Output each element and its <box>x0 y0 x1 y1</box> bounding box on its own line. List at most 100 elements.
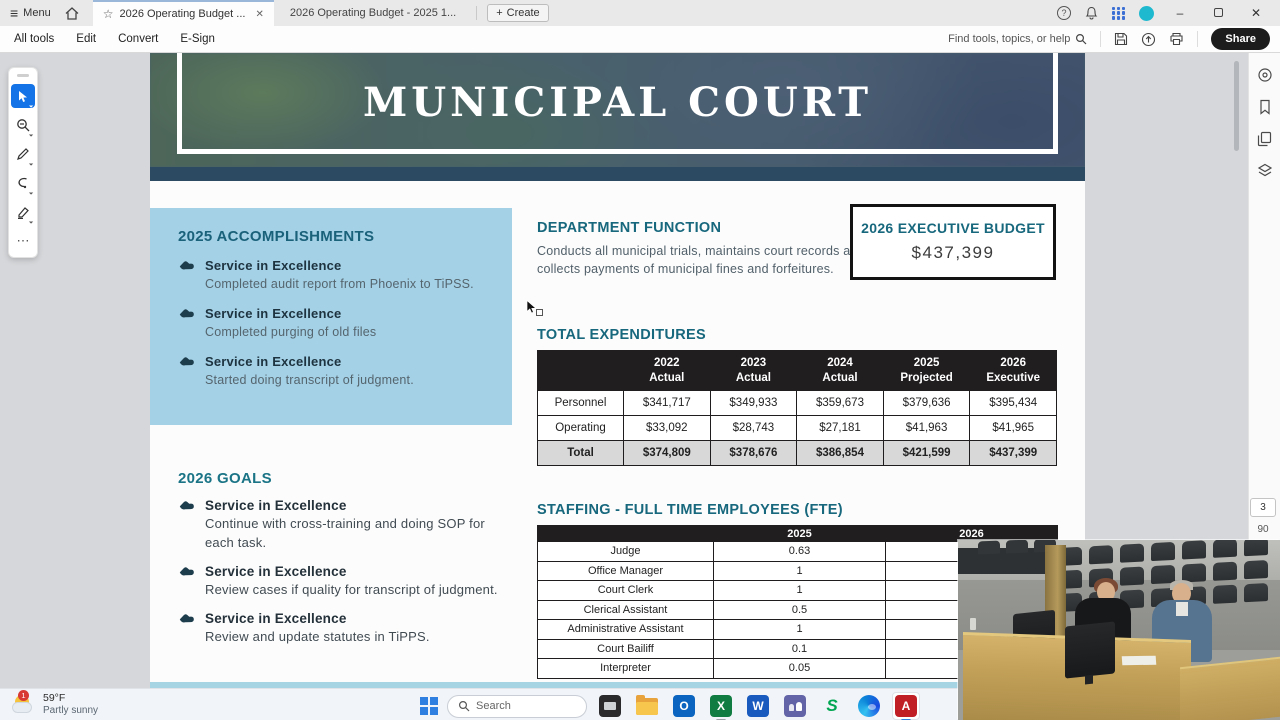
staffing-table: 2025 2026 Judge 0.63 Office Manager 1 Cour… <box>537 525 1058 679</box>
lasso-icon <box>18 177 27 189</box>
department-function-section: DEPARTMENT FUNCTION Conducts all municip… <box>537 220 867 278</box>
page-banner: MUNICIPAL COURT <box>150 53 1085 167</box>
tab-label: 2026 Operating Budget ... <box>119 8 246 20</box>
banner-photo <box>150 53 1085 167</box>
menu-button[interactable]: ≡ Menu <box>10 6 51 20</box>
more-tools-button[interactable]: ⋯ <box>16 233 30 248</box>
app-teams-icon[interactable] <box>781 692 809 720</box>
handshake-icon <box>178 258 196 293</box>
app-outlook-icon[interactable]: O <box>670 692 698 720</box>
video-person-left <box>1075 578 1131 646</box>
banner-frame <box>177 53 1058 154</box>
highlighter-tool-button[interactable] <box>11 200 35 224</box>
tab-close-icon[interactable]: ✕ <box>255 8 264 20</box>
toolbar-item-all-tools[interactable]: All tools <box>14 33 55 45</box>
app-file-explorer-icon[interactable] <box>633 692 661 720</box>
start-button[interactable] <box>420 697 438 715</box>
meeting-video-overlay[interactable] <box>958 540 1280 720</box>
video-side-desk <box>1180 656 1280 720</box>
title-bar: ≡ Menu ☆ 2026 Operating Budget ... ✕ 202… <box>0 0 1280 26</box>
comment-tool-button[interactable] <box>11 171 35 195</box>
bookmarks-panel-icon[interactable] <box>1258 99 1272 115</box>
executive-budget-box: 2026 EXECUTIVE BUDGET $437,399 <box>850 204 1056 280</box>
maximize-icon <box>1213 8 1223 17</box>
executive-budget-amount: $437,399 <box>911 243 995 262</box>
print-icon[interactable] <box>1169 32 1184 46</box>
banner-navy-bar <box>150 167 1085 181</box>
handshake-icon <box>178 354 196 389</box>
list-item: Service in Excellence Completed purging … <box>178 306 488 341</box>
create-button[interactable]: + Create <box>487 4 549 22</box>
next-section-strip <box>150 682 1085 688</box>
table-header-row: 2022 Actual 2023 Actual 2024 Actual 2025 Pro… <box>537 350 1057 391</box>
star-icon[interactable]: ☆ <box>102 7 114 21</box>
current-page-input[interactable]: 3 <box>1250 498 1276 517</box>
comments-panel-icon[interactable] <box>1257 67 1273 83</box>
upload-cloud-icon[interactable] <box>1141 32 1156 47</box>
table-total-row: Total $374,809 $378,676 $386,854 $421,59… <box>537 440 1057 466</box>
goals-title: 2026 GOALS <box>178 470 272 487</box>
search-placeholder: Search <box>476 700 511 712</box>
app-photos-icon[interactable] <box>596 692 624 720</box>
save-icon[interactable] <box>1114 32 1128 46</box>
toolbar: All tools Edit Convert E-Sign Find tools… <box>0 26 1280 53</box>
expenditures-table: 2022 Actual 2023 Actual 2024 Actual 2025 Pro… <box>537 350 1057 466</box>
tab-label: 2026 Operating Budget - 2025 1... <box>289 7 457 19</box>
edit-pen-tool-button[interactable] <box>11 142 35 166</box>
minimize-button[interactable]: – <box>1176 6 1184 20</box>
plus-icon: + <box>496 7 503 19</box>
maximize-button[interactable] <box>1206 6 1230 20</box>
weather-temp: 59°F <box>43 692 66 704</box>
magnifier-icon <box>17 119 30 132</box>
notifications-bell-icon[interactable] <box>1085 6 1098 20</box>
selection-square <box>536 309 543 316</box>
pages-panel-icon[interactable] <box>1257 131 1272 147</box>
page-title: MUNICIPAL COURT <box>362 79 873 126</box>
notification-badge: 1 <box>18 689 29 701</box>
staffing-section: STAFFING - FULL TIME EMPLOYEES (FTE) 202… <box>537 502 1058 679</box>
staffing-title: STAFFING - FULL TIME EMPLOYEES (FTE) <box>537 502 843 518</box>
toolbar-item-esign[interactable]: E-Sign <box>180 33 215 45</box>
search-icon <box>1076 33 1087 45</box>
tab-other-document[interactable]: 2026 Operating Budget - 2025 1... <box>280 0 466 26</box>
table-row: Judge 0.63 <box>537 541 1058 562</box>
video-light-switch <box>970 618 976 630</box>
toolbar-item-convert[interactable]: Convert <box>118 33 159 45</box>
app-acrobat-icon[interactable]: A <box>892 692 920 720</box>
handshake-icon <box>178 564 196 600</box>
table-row: Personnel $341,717 $349,933 $359,673 $37… <box>537 390 1057 416</box>
accomplishments-panel: 2025 ACCOMPLISHMENTS Service in Excellen… <box>150 208 512 425</box>
layers-panel-icon[interactable] <box>1257 163 1273 178</box>
zoom-tool-button[interactable] <box>11 113 35 137</box>
app-excel-icon[interactable]: X <box>707 692 735 720</box>
app-word-icon[interactable]: W <box>744 692 772 720</box>
weather-condition: Partly sunny <box>43 705 99 717</box>
menu-label: Menu <box>23 7 51 19</box>
weather-widget[interactable]: 1 59°F Partly sunny <box>12 689 99 718</box>
panel-drag-handle[interactable] <box>17 74 29 77</box>
pdf-page: MUNICIPAL COURT 2025 ACCOMPLISHMENTS Ser… <box>150 53 1085 688</box>
vertical-scrollbar[interactable] <box>1234 61 1239 151</box>
handshake-icon <box>178 611 196 647</box>
help-icon[interactable]: ? <box>1057 6 1071 20</box>
select-tool-button[interactable] <box>11 84 35 108</box>
divider <box>1197 31 1199 47</box>
home-icon[interactable] <box>65 6 79 20</box>
apps-grid-icon[interactable] <box>1112 6 1125 20</box>
find-tools-search[interactable]: Find tools, topics, or help <box>948 33 1087 45</box>
divider <box>476 6 478 20</box>
expenditures-title: TOTAL EXPENDITURES <box>537 327 706 343</box>
app-edge-icon[interactable] <box>855 692 883 720</box>
share-button[interactable]: Share <box>1211 28 1270 50</box>
app-sage-icon[interactable]: S <box>826 696 838 715</box>
cursor-arrow-icon <box>19 90 27 102</box>
total-pages-label: 90 <box>1257 524 1269 535</box>
video-papers <box>1121 655 1157 666</box>
close-button[interactable]: ✕ <box>1250 6 1262 20</box>
quick-tools-panel: ⋯ <box>8 67 38 258</box>
list-item: Service in Excellence Continue with cros… <box>178 498 508 553</box>
tab-current-document[interactable]: ☆ 2026 Operating Budget ... ✕ <box>92 0 274 26</box>
account-avatar[interactable] <box>1139 5 1154 21</box>
taskbar-search[interactable]: Search <box>447 694 587 718</box>
toolbar-item-edit[interactable]: Edit <box>76 33 97 45</box>
